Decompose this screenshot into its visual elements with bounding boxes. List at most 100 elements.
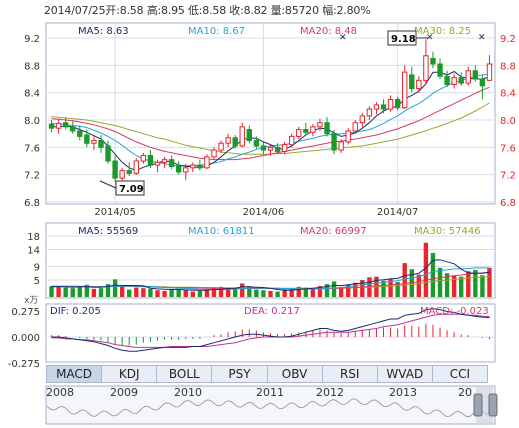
candle <box>260 141 267 155</box>
candle-body <box>486 63 493 81</box>
candle-body <box>345 130 351 143</box>
candle <box>387 95 394 112</box>
candle <box>55 118 62 134</box>
candle-body <box>246 129 252 141</box>
candle-body <box>147 155 154 166</box>
volume-bar <box>218 286 224 297</box>
overview-price-line <box>46 398 495 418</box>
tab-macd[interactable]: MACD <box>47 366 103 382</box>
candle <box>437 58 443 79</box>
volume-bar <box>430 252 436 297</box>
candle <box>409 66 415 93</box>
volume-bar <box>451 275 457 297</box>
candle <box>168 155 175 170</box>
candle-body <box>444 75 450 85</box>
overview-year-axis: 2008 2009 2010 2011 2012 2013 20 <box>44 386 494 400</box>
dif-line <box>51 308 490 352</box>
candle <box>486 55 493 81</box>
candle-body <box>62 122 69 128</box>
tab-psy[interactable]: PSY <box>212 366 268 382</box>
candle <box>373 102 380 115</box>
volume-bar <box>381 280 386 297</box>
macd-tick-label: 0.000 <box>11 333 40 344</box>
candle <box>345 128 351 145</box>
tab-boll[interactable]: BOLL <box>157 366 213 382</box>
candle-body <box>437 63 443 77</box>
volume-bar <box>459 276 464 297</box>
volume-bar <box>77 286 82 297</box>
candle <box>402 65 408 110</box>
macd-lines <box>51 308 490 352</box>
candle <box>380 99 387 114</box>
volume-bar <box>254 289 259 297</box>
price-tick-label: 7.6 <box>24 143 40 154</box>
year-label: 2013 <box>389 386 417 399</box>
candle <box>310 124 316 137</box>
candle-body <box>317 122 323 128</box>
candle <box>211 147 217 160</box>
volume-tick-label: 5 <box>34 276 40 287</box>
volume-bar <box>346 284 351 297</box>
candle <box>225 133 231 148</box>
overview-handle-left[interactable] <box>473 393 483 417</box>
volume-bar <box>63 287 68 297</box>
macd-legend-dif: DIF: 0.205 <box>50 306 101 317</box>
candle <box>359 113 366 127</box>
candle <box>112 155 118 182</box>
candle <box>232 135 238 149</box>
candle <box>147 150 154 168</box>
candle <box>175 161 182 175</box>
candle-body <box>338 141 344 151</box>
marker-x-icon: ✕ <box>478 33 486 43</box>
candle-body <box>303 129 309 133</box>
volume-bar <box>275 291 280 297</box>
price-y-axis-right: 9.2 8.8 8.4 8.0 7.6 7.2 6.8 <box>500 34 516 209</box>
tab-cci[interactable]: CCI <box>449 367 471 381</box>
dea-line <box>51 313 490 348</box>
overview-panel[interactable] <box>45 385 496 425</box>
price-y-axis-left: 9.2 8.8 8.4 8.0 7.6 7.2 6.8 <box>24 34 40 209</box>
tab-kdj[interactable]: KDJ <box>102 366 158 382</box>
price-tick-label: 6.8 <box>24 198 40 209</box>
candle <box>133 158 139 175</box>
tab-rsi[interactable]: RSI <box>323 366 378 382</box>
year-label: 20 <box>458 386 472 399</box>
candle <box>352 120 358 134</box>
candle-body <box>260 145 267 151</box>
volume-bar <box>204 289 210 297</box>
volume-tick-label: 9 <box>34 263 40 274</box>
candle-body <box>423 55 429 81</box>
tab-wvad[interactable]: WVAD <box>378 366 433 382</box>
legend-ma30: MA30: 8.25 <box>414 26 471 37</box>
volume-bar <box>211 287 217 297</box>
volume-bar <box>310 288 316 297</box>
candle-body <box>359 115 366 124</box>
volume-bar <box>176 288 181 297</box>
candle-body <box>310 126 316 133</box>
candle-body <box>416 79 422 90</box>
volume-bar <box>473 269 478 297</box>
volume-bar <box>169 289 174 297</box>
candle <box>204 154 210 170</box>
low-callout-line <box>99 180 117 189</box>
indicator-tabs: MACD KDJ BOLL PSY OBV RSI WVAD CCI <box>46 365 488 383</box>
price-tick-label-right: 8.0 <box>500 116 516 127</box>
candle <box>324 117 330 137</box>
candle <box>253 136 260 149</box>
candle <box>197 159 203 171</box>
candle-body <box>175 165 182 173</box>
overview-handle-right[interactable] <box>488 393 498 417</box>
legend-ma5: MA5: 8.63 <box>78 26 129 37</box>
candle-body <box>267 146 274 151</box>
candle-body <box>239 126 245 147</box>
macd-y-axis: 0.275 0.000 -0.275 <box>8 307 40 370</box>
candle <box>472 65 479 82</box>
candle <box>154 159 161 172</box>
candle-body <box>402 71 408 109</box>
candle <box>91 136 97 151</box>
volume-bar <box>183 290 188 297</box>
candle-body <box>161 159 168 163</box>
candle-body <box>479 78 486 87</box>
tab-obv[interactable]: OBV <box>268 366 323 382</box>
